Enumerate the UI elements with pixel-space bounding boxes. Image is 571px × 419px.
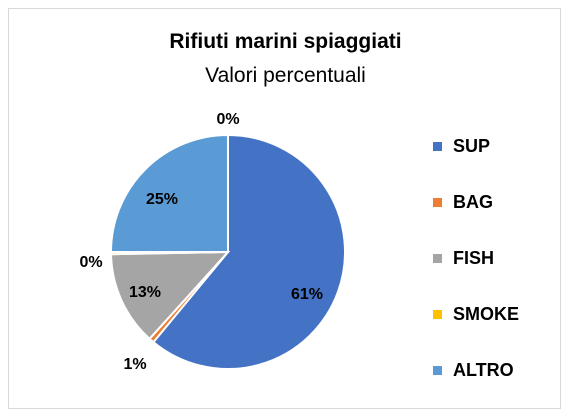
data-label-bag: 1% (123, 356, 146, 373)
data-label-fish: 13% (129, 284, 161, 301)
legend-swatch (433, 141, 442, 151)
data-label-smoke: 0% (79, 254, 102, 271)
data-label-sup: 61% (291, 286, 323, 303)
pie-slice-fish (110, 250, 231, 341)
pie-slice-sup (152, 133, 346, 370)
legend-swatch (433, 309, 442, 319)
legend-label: BAG (453, 191, 493, 212)
legend-label: SMOKE (453, 303, 520, 324)
legend-item-bag: BAG (433, 174, 519, 230)
legend-item-smoke: SMOKE (433, 286, 519, 342)
legend-label: ALTRO (453, 359, 514, 380)
data-label-altro: 25% (146, 191, 178, 208)
pie-slice-altro (109, 133, 229, 253)
legend-label: SUP (453, 135, 491, 156)
legend-swatch (433, 197, 442, 207)
chart-subtitle: Valori percentuali (205, 64, 366, 87)
legend-item-altro: ALTRO (433, 342, 519, 398)
legend: SUP BAG FISH SMOKE ALTRO (433, 118, 519, 398)
legend-swatch (433, 365, 442, 375)
data-label-top: 0% (216, 111, 239, 128)
chart-title: Rifiuti marini spiaggiati (169, 30, 402, 53)
legend-item-sup: SUP (433, 118, 519, 174)
legend-item-fish: FISH (433, 230, 519, 286)
legend-label: FISH (453, 247, 495, 268)
legend-swatch (433, 253, 442, 263)
